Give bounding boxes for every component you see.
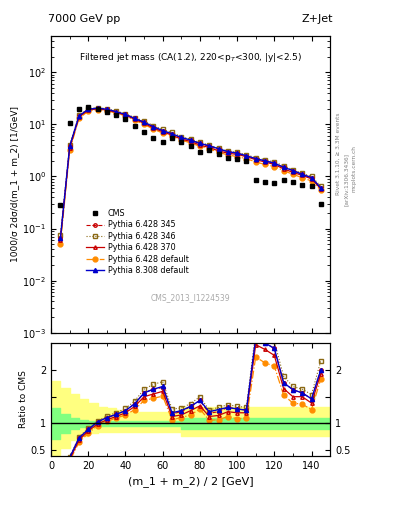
Text: CMS_2013_I1224539: CMS_2013_I1224539	[151, 293, 230, 302]
Text: 7000 GeV pp: 7000 GeV pp	[48, 14, 121, 24]
Legend: CMS, Pythia 6.428 345, Pythia 6.428 346, Pythia 6.428 370, Pythia 6.428 default,: CMS, Pythia 6.428 345, Pythia 6.428 346,…	[83, 206, 192, 279]
Text: mcplots.cern.ch: mcplots.cern.ch	[352, 145, 357, 193]
Y-axis label: Ratio to CMS: Ratio to CMS	[19, 370, 28, 429]
Text: Z+Jet: Z+Jet	[301, 14, 333, 24]
X-axis label: (m_1 + m_2) / 2 [GeV]: (m_1 + m_2) / 2 [GeV]	[128, 476, 253, 487]
Text: Filtered jet mass (CA(1.2), 220<p$_T$<300, |y|<2.5): Filtered jet mass (CA(1.2), 220<p$_T$<30…	[79, 51, 302, 63]
Y-axis label: 1000/σ 2dσ/d(m_1 + m_2) [1/GeV]: 1000/σ 2dσ/d(m_1 + m_2) [1/GeV]	[11, 106, 20, 262]
Text: [arXiv:1306.3436]: [arXiv:1306.3436]	[344, 153, 349, 206]
Text: Rivet 3.1.10, ≥ 3.3M events: Rivet 3.1.10, ≥ 3.3M events	[336, 112, 341, 195]
